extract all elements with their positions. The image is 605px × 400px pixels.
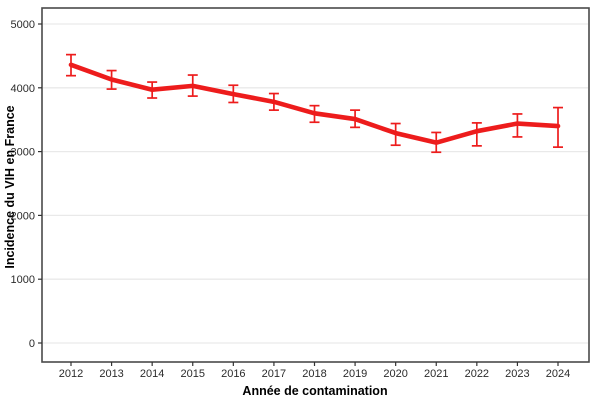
x-tick-label-2022: 2022 — [465, 368, 489, 380]
y-tick-label-4000: 4000 — [11, 83, 35, 95]
x-tick-label-2020: 2020 — [383, 368, 407, 380]
y-tick-label-0: 0 — [29, 338, 35, 350]
x-tick-label-2023: 2023 — [505, 368, 529, 380]
x-tick-label-2024: 2024 — [546, 368, 570, 380]
x-tick-label-2021: 2021 — [424, 368, 448, 380]
x-tick-label-2014: 2014 — [140, 368, 164, 380]
x-tick-label-2012: 2012 — [59, 368, 83, 380]
x-tick-label-2017: 2017 — [262, 368, 286, 380]
x-tick-label-2018: 2018 — [302, 368, 326, 380]
x-axis-title: Année de contamination — [242, 384, 387, 398]
x-tick-label-2015: 2015 — [181, 368, 205, 380]
x-tick-label-2013: 2013 — [99, 368, 123, 380]
x-tick-label-2019: 2019 — [343, 368, 367, 380]
panel-border — [41, 7, 590, 363]
data-layer — [66, 53, 563, 154]
y-tick-label-1000: 1000 — [11, 274, 35, 286]
y-tick-label-2000: 2000 — [11, 210, 35, 222]
x-tick-label-2016: 2016 — [221, 368, 245, 380]
y-tick-label-3000: 3000 — [11, 147, 35, 159]
axis-layer: 0 1000 2000 3000 4000 5000 2012 2013 2014 2015 201… — [11, 19, 571, 380]
y-axis-title: Incidence du VIH en France — [3, 105, 17, 268]
frame-layer — [41, 7, 590, 363]
grid-layer — [43, 23, 588, 344]
trend-line — [68, 62, 561, 145]
y-tick-label-5000: 5000 — [11, 19, 35, 31]
